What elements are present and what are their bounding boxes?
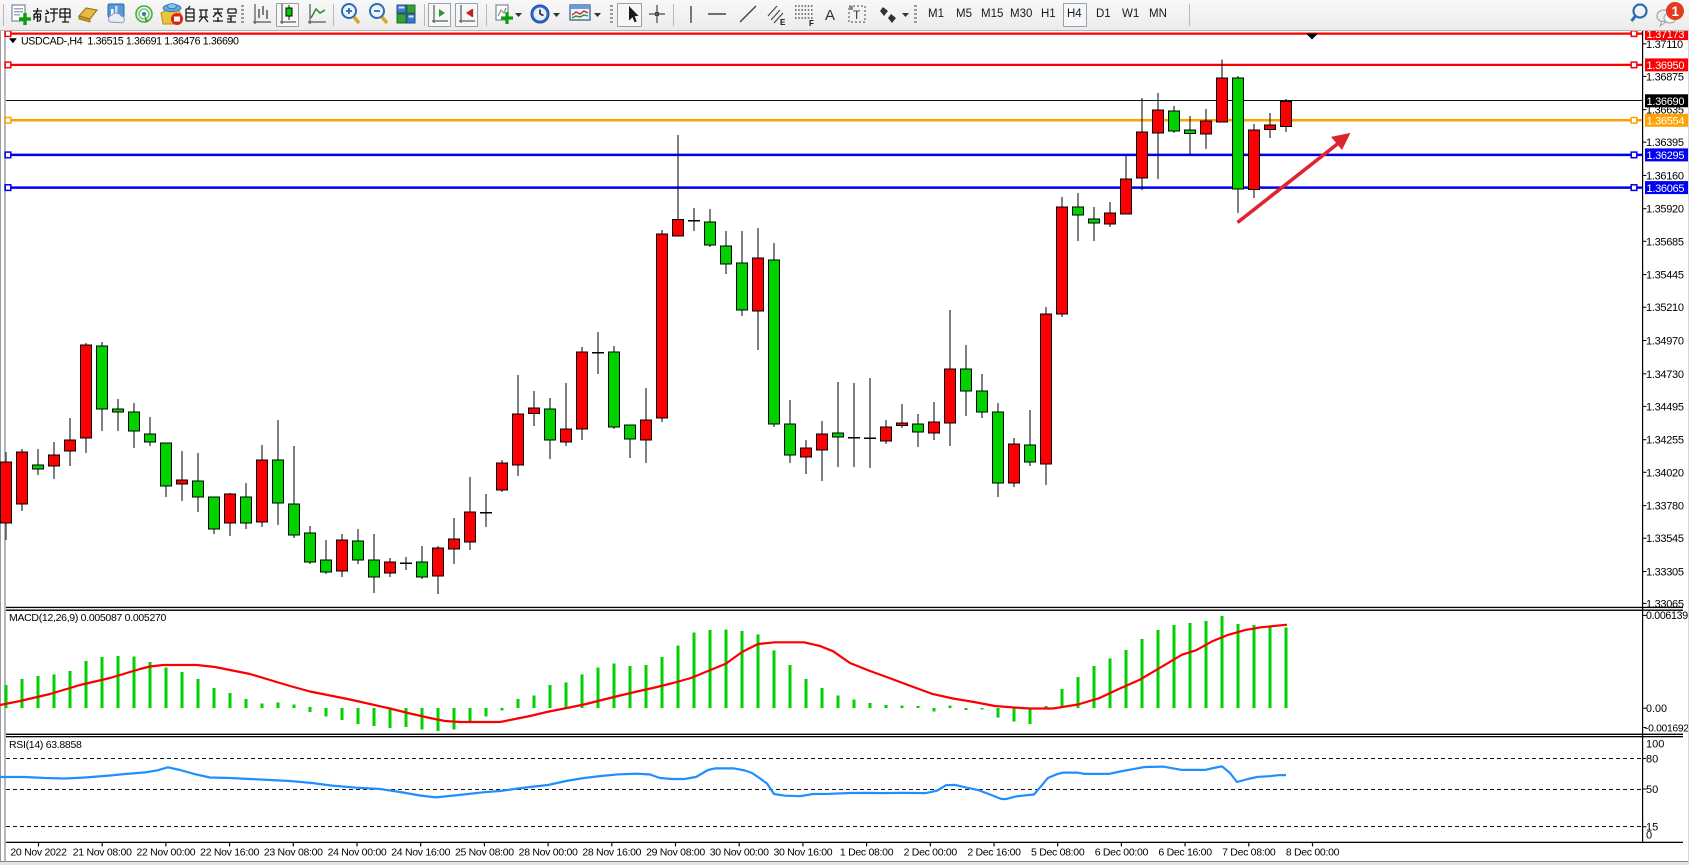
svg-text:100: 100 [1646,738,1664,750]
svg-text:1.33780: 1.33780 [1646,501,1684,513]
svg-text:1.34730: 1.34730 [1646,369,1684,381]
svg-text:1.37173: 1.37173 [1647,29,1685,41]
svg-text:2 Dec 16:00: 2 Dec 16:00 [967,847,1021,859]
svg-text:USDCAD-,H4 1.36515 1.36691 1.: USDCAD-,H4 1.36515 1.36691 1.36476 1.366… [21,36,239,48]
svg-text:1 Dec 08:00: 1 Dec 08:00 [840,847,894,859]
svg-text:6 Dec 16:00: 6 Dec 16:00 [1158,847,1212,859]
svg-text:A: A [825,7,835,24]
svg-text:6 Dec 00:00: 6 Dec 00:00 [1095,847,1149,859]
svg-text:15: 15 [1646,822,1658,834]
svg-text:30 Nov 00:00: 30 Nov 00:00 [710,847,769,859]
svg-text:28 Nov 16:00: 28 Nov 16:00 [582,847,641,859]
svg-text:7 Dec 08:00: 7 Dec 08:00 [1222,847,1276,859]
svg-text:MACD(12,26,9) 0.005087 0.00527: MACD(12,26,9) 0.005087 0.005270 [9,612,167,624]
svg-text:1.34495: 1.34495 [1646,401,1684,413]
svg-text:5 Dec 08:00: 5 Dec 08:00 [1031,847,1085,859]
svg-text:T: T [853,8,861,22]
svg-text:1.34020: 1.34020 [1646,467,1684,479]
svg-text:1.35685: 1.35685 [1646,236,1684,248]
svg-text:22 Nov 00:00: 22 Nov 00:00 [136,847,195,859]
svg-text:30 Nov 16:00: 30 Nov 16:00 [773,847,832,859]
svg-text:-0.001692: -0.001692 [1645,724,1689,735]
svg-text:8 Dec 00:00: 8 Dec 00:00 [1286,847,1340,859]
svg-text:21 Nov 08:00: 21 Nov 08:00 [73,847,132,859]
svg-text:50: 50 [1646,784,1658,796]
svg-text:1.34970: 1.34970 [1646,336,1684,348]
svg-text:1.33065: 1.33065 [1646,598,1684,610]
svg-text:1.36635: 1.36635 [1646,105,1684,117]
svg-text:1.34255: 1.34255 [1646,435,1684,447]
svg-text:1.36395: 1.36395 [1646,137,1684,149]
svg-text:28 Nov 00:00: 28 Nov 00:00 [519,847,578,859]
svg-text:24 Nov 00:00: 24 Nov 00:00 [328,847,387,859]
svg-text:1.33305: 1.33305 [1646,567,1684,579]
svg-text:23 Nov 08:00: 23 Nov 08:00 [264,847,323,859]
svg-text:22 Nov 16:00: 22 Nov 16:00 [200,847,259,859]
svg-text:80: 80 [1646,753,1658,765]
svg-text:1.36065: 1.36065 [1647,183,1685,195]
svg-text:1.36554: 1.36554 [1647,116,1685,128]
svg-text:2 Dec 00:00: 2 Dec 00:00 [904,847,958,859]
svg-text:1.37110: 1.37110 [1646,39,1683,51]
svg-text:RSI(14) 63.8858: RSI(14) 63.8858 [9,739,82,751]
svg-text:1.35920: 1.35920 [1646,204,1684,216]
svg-text:F: F [809,19,814,28]
svg-text:E: E [780,18,786,27]
svg-text:20 Nov 2022: 20 Nov 2022 [10,847,67,859]
svg-text:0: 0 [1646,830,1652,842]
svg-text:0.006139: 0.006139 [1646,610,1688,622]
svg-text:25 Nov 08:00: 25 Nov 08:00 [455,847,514,859]
svg-text:1.33545: 1.33545 [1646,533,1684,545]
svg-text:1.36160: 1.36160 [1646,170,1684,182]
svg-text:29 Nov 08:00: 29 Nov 08:00 [646,847,705,859]
svg-text:1.36690: 1.36690 [1647,96,1685,108]
svg-text:1.36875: 1.36875 [1646,71,1684,83]
svg-text:1.36950: 1.36950 [1647,60,1685,72]
svg-text:1: 1 [1672,4,1680,19]
svg-text:1.35445: 1.35445 [1646,270,1684,282]
svg-text:0.00: 0.00 [1646,703,1667,715]
svg-text:24 Nov 16:00: 24 Nov 16:00 [391,847,450,859]
svg-text:1.36295: 1.36295 [1647,150,1685,162]
svg-text:1.35210: 1.35210 [1646,302,1684,314]
